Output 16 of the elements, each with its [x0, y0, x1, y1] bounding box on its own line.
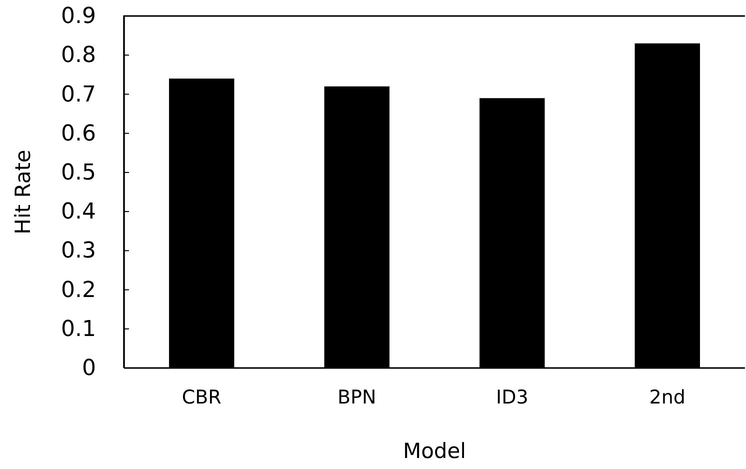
y-tick-label: 0.4 [61, 200, 96, 225]
x-tick-label: 2nd [649, 386, 686, 408]
y-tick-label: 0.2 [61, 278, 96, 303]
y-axis-title: Hit Rate [11, 150, 35, 234]
y-tick-label: 0 [82, 356, 96, 382]
x-tick-label: BPN [338, 386, 376, 408]
y-tick-label: 0.7 [61, 82, 96, 108]
y-tick-label: 0.1 [61, 316, 96, 342]
y-tick-label: 0.9 [61, 4, 96, 30]
y-tick-label: 0.5 [61, 160, 96, 186]
y-tick-label: 0.8 [61, 43, 96, 68]
x-tick-label: ID3 [496, 386, 528, 408]
x-axis-title: Model [402, 439, 466, 463]
y-tick-label: 0.6 [61, 121, 96, 146]
x-tick-label: CBR [182, 386, 222, 408]
y-tick-label: 0.3 [61, 238, 96, 264]
